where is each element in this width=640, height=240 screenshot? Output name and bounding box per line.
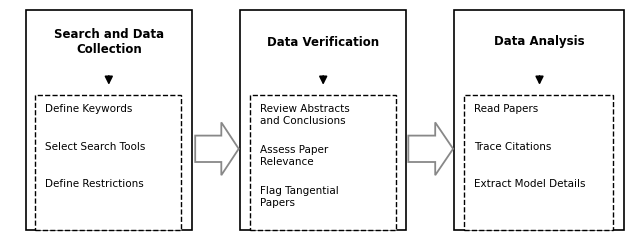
Bar [464, 95, 613, 230]
Text: Trace Citations: Trace Citations [474, 142, 552, 152]
Text: Search and Data
Collection: Search and Data Collection [54, 28, 164, 56]
Text: Define Restrictions: Define Restrictions [45, 179, 144, 189]
Bar [26, 10, 192, 230]
Bar [240, 10, 406, 230]
Text: Flag Tangential
Papers: Flag Tangential Papers [260, 186, 339, 208]
Polygon shape [408, 122, 453, 175]
Bar [454, 10, 624, 230]
Text: Read Papers: Read Papers [474, 104, 538, 114]
Polygon shape [195, 122, 239, 175]
Text: Data Analysis: Data Analysis [494, 36, 585, 48]
Text: Review Abstracts
and Conclusions: Review Abstracts and Conclusions [260, 104, 349, 126]
Text: Define Keywords: Define Keywords [45, 104, 133, 114]
Bar [250, 95, 396, 230]
Bar [35, 95, 181, 230]
Text: Extract Model Details: Extract Model Details [474, 179, 586, 189]
Text: Select Search Tools: Select Search Tools [45, 142, 146, 152]
Text: Assess Paper
Relevance: Assess Paper Relevance [260, 145, 328, 167]
Text: Data Verification: Data Verification [267, 36, 380, 48]
